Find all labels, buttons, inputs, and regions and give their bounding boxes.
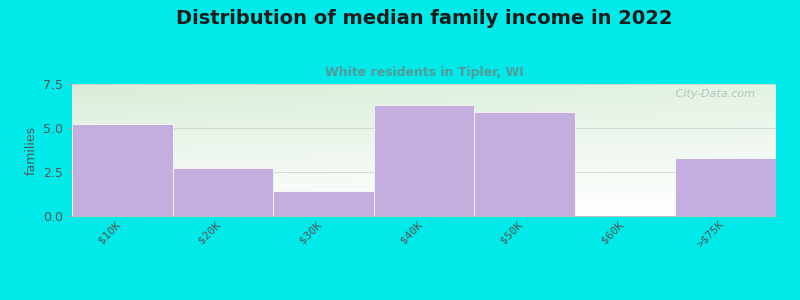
Y-axis label: families: families <box>25 125 38 175</box>
Bar <box>474 112 575 216</box>
Bar <box>273 191 374 216</box>
Text: City-Data.com: City-Data.com <box>672 89 755 99</box>
Text: White residents in Tipler, WI: White residents in Tipler, WI <box>325 66 523 79</box>
Bar <box>675 158 776 216</box>
Bar <box>374 105 474 216</box>
Bar <box>72 124 173 216</box>
Bar <box>173 169 273 216</box>
Text: Distribution of median family income in 2022: Distribution of median family income in … <box>176 9 672 28</box>
